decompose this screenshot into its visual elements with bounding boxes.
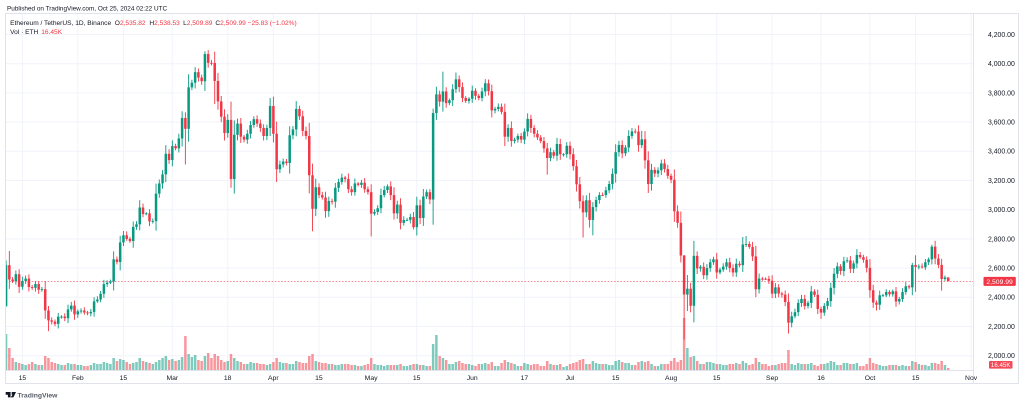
svg-text:Ethereum / TetherUS, 1D, Binan: Ethereum / TetherUS, 1D, Binance xyxy=(10,20,111,27)
svg-text:Jul: Jul xyxy=(566,375,575,382)
svg-text:3,200.00: 3,200.00 xyxy=(988,178,1015,185)
svg-text:Oct: Oct xyxy=(865,375,876,382)
svg-text:H2,538.53: H2,538.53 xyxy=(149,20,180,27)
svg-text:Aug: Aug xyxy=(665,375,677,382)
svg-text:4,200.00: 4,200.00 xyxy=(988,32,1015,39)
svg-text:−25.83 (−1.02%): −25.83 (−1.02%) xyxy=(248,20,297,27)
svg-text:Feb: Feb xyxy=(72,375,84,382)
svg-text:2,600.00: 2,600.00 xyxy=(988,266,1015,273)
svg-text:L2,509.89: L2,509.89 xyxy=(183,20,213,27)
svg-text:15: 15 xyxy=(120,375,128,382)
svg-text:2,200.00: 2,200.00 xyxy=(988,324,1015,331)
svg-text:Vol · ETH: Vol · ETH xyxy=(10,29,38,36)
svg-text:Sep: Sep xyxy=(766,375,778,382)
svg-text:May: May xyxy=(365,375,378,382)
svg-text:15: 15 xyxy=(413,375,421,382)
svg-text:15: 15 xyxy=(713,375,721,382)
svg-text:2,000.00: 2,000.00 xyxy=(988,353,1015,360)
svg-text:C2,509.99: C2,509.99 xyxy=(215,20,246,27)
svg-text:18: 18 xyxy=(224,375,232,382)
svg-text:2,400.00: 2,400.00 xyxy=(988,295,1015,302)
svg-text:Mar: Mar xyxy=(166,375,178,382)
svg-text:4,000.00: 4,000.00 xyxy=(988,61,1015,68)
svg-text:2,800.00: 2,800.00 xyxy=(988,236,1015,243)
svg-text:Apr: Apr xyxy=(268,375,279,382)
svg-text:15: 15 xyxy=(315,375,323,382)
svg-text:3,000.00: 3,000.00 xyxy=(988,207,1015,214)
svg-text:17: 17 xyxy=(521,375,529,382)
svg-text:15: 15 xyxy=(612,375,620,382)
svg-text:3,600.00: 3,600.00 xyxy=(988,120,1015,127)
svg-text:16: 16 xyxy=(817,375,825,382)
svg-text:Nov: Nov xyxy=(965,375,978,382)
svg-text:TradingView: TradingView xyxy=(18,392,59,399)
svg-text:3,800.00: 3,800.00 xyxy=(988,90,1015,97)
svg-text:15: 15 xyxy=(19,375,27,382)
svg-text:Jun: Jun xyxy=(467,375,478,382)
svg-text:Published on TradingView.com,: Published on TradingView.com, Oct 25, 20… xyxy=(7,5,167,12)
svg-text:3,400.00: 3,400.00 xyxy=(988,149,1015,156)
svg-text:15: 15 xyxy=(912,375,920,382)
svg-text:16.45K: 16.45K xyxy=(41,29,63,36)
svg-text:16.45K: 16.45K xyxy=(991,362,1011,369)
svg-text:2,509.99: 2,509.99 xyxy=(986,279,1013,286)
svg-text:O2,535.82: O2,535.82 xyxy=(115,20,146,27)
